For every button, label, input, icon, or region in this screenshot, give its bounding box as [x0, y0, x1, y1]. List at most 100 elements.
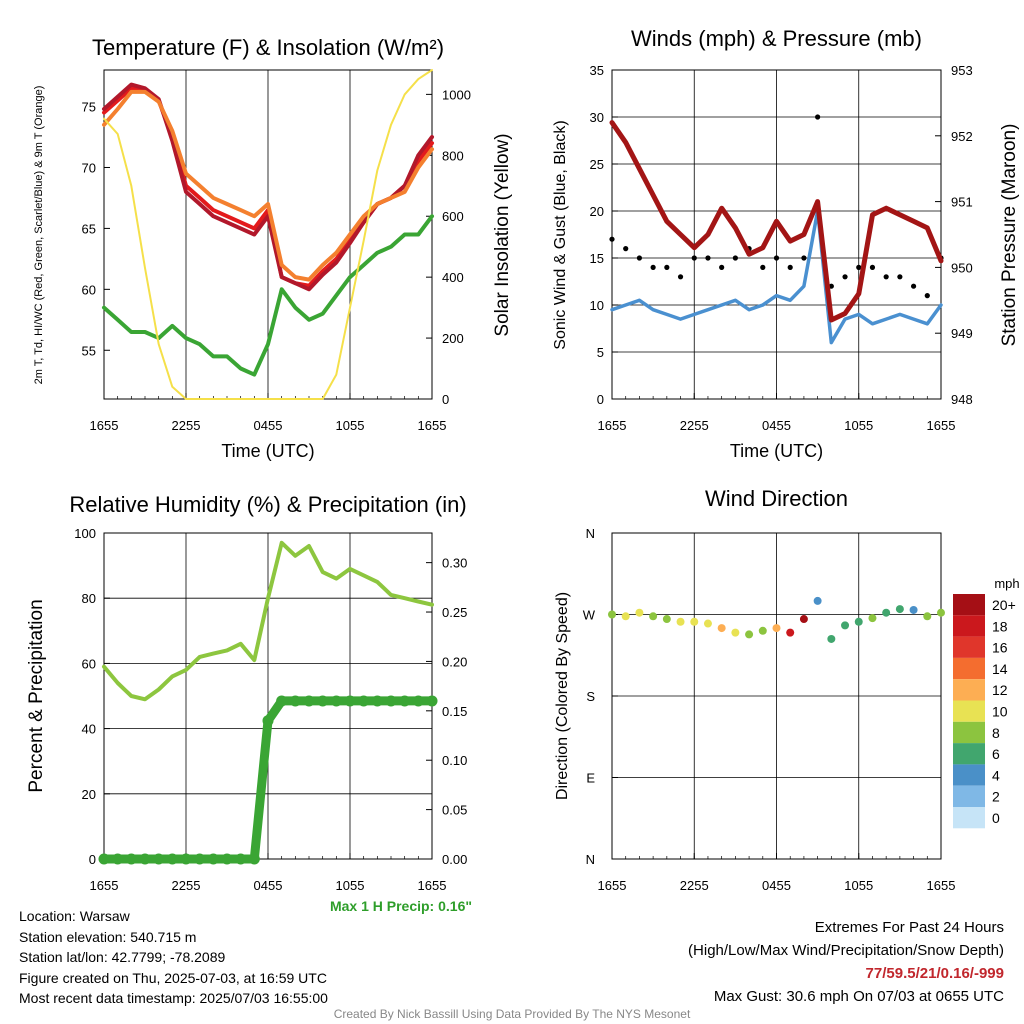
x-tick-label: 0455: [254, 878, 283, 893]
insolation-y-label: 0: [442, 392, 449, 407]
extremes-box: Extremes For Past 24 Hours (High/Low/Max…: [688, 916, 1004, 1008]
precip-y-label: 0.10: [442, 753, 467, 768]
x-tick-label: 0455: [254, 418, 283, 433]
insolation-y-label: 800: [442, 148, 464, 163]
chart-title-0: Temperature (F) & Insolation (W/m²): [92, 35, 444, 60]
wind-y-axis-label: Sonic Wind & Gust (Blue, Black): [552, 120, 569, 349]
credit-line: Created By Nick Bassill Using Data Provi…: [333, 1007, 691, 1021]
legend-swatch: [953, 636, 985, 658]
gust-point: [787, 264, 793, 270]
legend-swatch: [953, 615, 985, 637]
series-line-precipitation: [99, 696, 437, 864]
x-tick-label: 1655: [927, 878, 956, 893]
direction-point: [937, 608, 945, 617]
pressure-y-label: 949: [951, 326, 973, 341]
wind-y-label: 5: [597, 345, 604, 360]
rh-y-label: 0: [89, 852, 96, 867]
legend-label: 16: [992, 640, 1008, 656]
insolation-y-label: 1000: [442, 87, 471, 102]
wind-y-label: 30: [590, 110, 604, 125]
x-tick-label: 1655: [598, 418, 627, 433]
direction-point: [799, 615, 808, 624]
direction-point: [635, 608, 644, 617]
series-line-sonic-wind: [610, 209, 943, 345]
insolation-y-label: 200: [442, 331, 464, 346]
info-recent: Most recent data timestamp: 2025/07/03 1…: [19, 990, 328, 1006]
legend-label: 2: [992, 789, 1000, 805]
series-line-solar-insolation: [103, 69, 433, 400]
direction-point: [703, 619, 712, 628]
direction-point: [772, 624, 781, 633]
gust-point: [869, 264, 876, 270]
gust-point: [910, 283, 917, 289]
x-tick-label: 1655: [927, 418, 956, 433]
station-info: Location: Warsaw Station elevation: 540.…: [19, 906, 328, 1009]
wind-y-label: 15: [590, 251, 604, 266]
x-tick-label: 1655: [418, 878, 447, 893]
legend-label: 20+: [992, 597, 1016, 613]
legend-label: 10: [992, 704, 1008, 720]
x-tick-label: 2255: [172, 878, 201, 893]
x-tick-label: 0455: [762, 878, 791, 893]
rh-y-label: 80: [82, 591, 96, 606]
pressure-y-label: 950: [951, 260, 973, 275]
direction-point: [786, 628, 795, 637]
rh-y-label: 40: [82, 722, 96, 737]
direction-point: [868, 614, 877, 623]
gust-point: [636, 255, 643, 261]
temp-y-label: 65: [82, 221, 96, 236]
precip-y-label: 0.00: [442, 852, 467, 867]
gust-point: [801, 255, 807, 261]
rh-y-label: 60: [82, 656, 96, 671]
gust-point: [691, 255, 697, 261]
direction-point: [758, 626, 767, 635]
direction-point: [649, 612, 658, 621]
series-line-relative-humidity: [102, 540, 434, 702]
direction-point: [608, 610, 616, 619]
x-tick-label: 1055: [844, 878, 873, 893]
series-line-station-pressure: [609, 120, 944, 323]
extremes-subtitle: (High/Low/Max Wind/Precipitation/Snow De…: [688, 942, 1004, 959]
dir-y-label: S: [586, 689, 595, 704]
legend-label: 4: [992, 767, 1000, 783]
legend-label: 0: [992, 810, 1000, 826]
direction-point: [690, 617, 699, 626]
temp-y-label: 75: [82, 100, 96, 115]
x-tick-label: 2255: [680, 878, 709, 893]
x-tick-label: 2255: [172, 418, 201, 433]
insolation-y-label: 600: [442, 209, 464, 224]
pressure-y-label: 948: [951, 392, 973, 407]
insolation-y-axis-label: Solar Insolation (Yellow): [492, 133, 513, 336]
x-tick-label: 0455: [762, 418, 791, 433]
legend-swatch: [953, 721, 985, 744]
gust-point: [883, 274, 889, 280]
direction-point: [717, 624, 726, 633]
x-tick-label: 1655: [598, 878, 627, 893]
x-axis-label-0: Time (UTC): [221, 441, 314, 461]
gust-point: [773, 255, 780, 261]
rh-y-axis-label: Percent & Precipitation: [26, 599, 47, 792]
wind-y-label: 0: [597, 392, 604, 407]
gust-point: [760, 264, 766, 270]
wind-y-label: 25: [590, 157, 604, 172]
direction-point: [882, 608, 891, 617]
insolation-y-label: 400: [442, 270, 464, 285]
series-line-td: [102, 214, 434, 377]
legend-swatch: [953, 657, 985, 680]
x-tick-label: 2255: [680, 418, 709, 433]
legend-label: 18: [992, 618, 1008, 634]
direction-point: [676, 617, 685, 626]
dir-y-label: E: [586, 771, 595, 786]
dir-y-axis-label: Direction (Colored By Speed): [554, 592, 571, 800]
max-precip-annotation: Max 1 H Precip: 0.16": [330, 898, 472, 914]
gust-point: [650, 264, 656, 270]
series-line-9m-t: [102, 89, 434, 282]
max-gust: Max Gust: 30.6 mph On 07/03 at 0655 UTC: [713, 988, 1004, 1005]
temp-y-label: 55: [82, 343, 96, 358]
extremes-values: 77/59.5/21/0.16/-999: [865, 965, 1004, 982]
gust-point: [842, 274, 848, 280]
wind-y-label: 35: [590, 63, 604, 78]
pressure-y-label: 952: [951, 129, 973, 144]
rh-y-label: 20: [82, 787, 96, 802]
